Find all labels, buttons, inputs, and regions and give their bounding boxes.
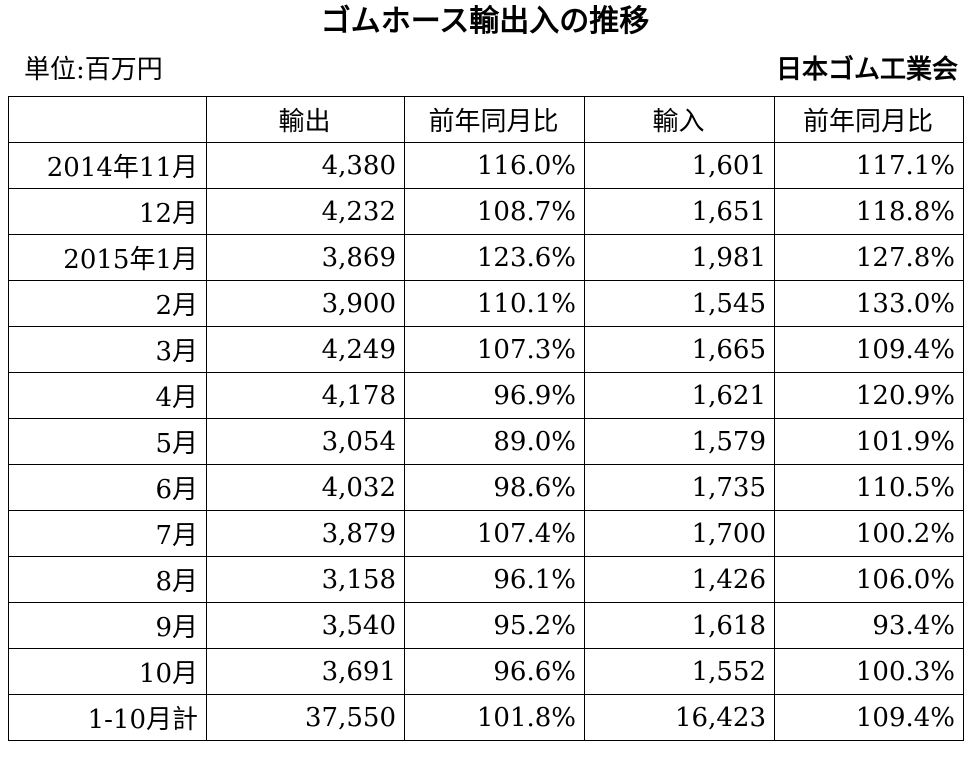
table-cell: 1,426 (584, 556, 775, 603)
table-cell: 3,540 (206, 602, 405, 649)
table-cell: 118.8% (774, 188, 964, 235)
table-cell: 93.4% (774, 602, 964, 649)
table-cell: 4,032 (206, 464, 405, 511)
table-cell: 4,232 (206, 188, 405, 235)
source-label: 日本ゴム工業会 (775, 55, 958, 85)
row-label: 8月 (8, 556, 207, 603)
table-cell: 4,178 (206, 372, 405, 419)
table-cell: 16,423 (584, 694, 775, 741)
row-label: 12月 (8, 188, 207, 235)
table-cell: 117.1% (774, 142, 964, 189)
table-cell: 109.4% (774, 694, 964, 741)
table-cell: 1,981 (584, 234, 775, 281)
table-cell: 1,735 (584, 464, 775, 511)
table-row: 3月 4,249 107.3% 1,665 109.4% (8, 326, 964, 373)
table-cell: 1,700 (584, 510, 775, 557)
table-row: 10月 3,691 96.6% 1,552 100.3% (8, 648, 964, 695)
table-cell: 4,249 (206, 326, 405, 373)
table-cell: 101.8% (404, 694, 585, 741)
table-cell: 1,545 (584, 280, 775, 327)
table-cell: 127.8% (774, 234, 964, 281)
table-cell: 3,158 (206, 556, 405, 603)
row-label: 2015年1月 (8, 234, 207, 281)
row-label: 4月 (8, 372, 207, 419)
table-row: 9月 3,540 95.2% 1,618 93.4% (8, 602, 964, 649)
column-header: 前年同月比 (404, 96, 585, 143)
table-row: 4月 4,178 96.9% 1,621 120.9% (8, 372, 964, 419)
table-cell: 3,869 (206, 234, 405, 281)
table-row: 1-10月計 37,550 101.8% 16,423 109.4% (8, 694, 964, 741)
table-cell: 107.4% (404, 510, 585, 557)
table-cell: 3,054 (206, 418, 405, 465)
table-cell: 3,691 (206, 648, 405, 695)
table-cell: 100.3% (774, 648, 964, 695)
table-cell: 96.1% (404, 556, 585, 603)
table-cell: 98.6% (404, 464, 585, 511)
table-row: 8月 3,158 96.1% 1,426 106.0% (8, 556, 964, 603)
table-cell: 1,651 (584, 188, 775, 235)
row-label: 2月 (8, 280, 207, 327)
table-row: 2015年1月 3,869 123.6% 1,981 127.8% (8, 234, 964, 281)
table-cell: 116.0% (404, 142, 585, 189)
column-header: 前年同月比 (774, 96, 964, 143)
table-row: 5月 3,054 89.0% 1,579 101.9% (8, 418, 964, 465)
table-row: 7月 3,879 107.4% 1,700 100.2% (8, 510, 964, 557)
table-row: 2014年11月 4,380 116.0% 1,601 117.1% (8, 142, 964, 189)
column-header: 輸出 (206, 96, 405, 143)
table-cell: 110.1% (404, 280, 585, 327)
row-label: 10月 (8, 648, 207, 695)
table-cell: 89.0% (404, 418, 585, 465)
table-row: 12月 4,232 108.7% 1,651 118.8% (8, 188, 964, 235)
table-cell: 100.2% (774, 510, 964, 557)
table-cell: 1,601 (584, 142, 775, 189)
row-label: 9月 (8, 602, 207, 649)
table-cell: 96.6% (404, 648, 585, 695)
row-label: 7月 (8, 510, 207, 557)
table-cell: 106.0% (774, 556, 964, 603)
table-cell: 133.0% (774, 280, 964, 327)
table-cell: 1,665 (584, 326, 775, 373)
table-cell: 3,879 (206, 510, 405, 557)
table-cell: 109.4% (774, 326, 964, 373)
table-cell: 95.2% (404, 602, 585, 649)
row-label: 2014年11月 (8, 142, 207, 189)
table-cell: 108.7% (404, 188, 585, 235)
table-cell: 96.9% (404, 372, 585, 419)
row-label: 6月 (8, 464, 207, 511)
table-cell: 101.9% (774, 418, 964, 465)
column-header (8, 96, 207, 143)
unit-label: 単位:百万円 (24, 55, 163, 85)
row-label: 3月 (8, 326, 207, 373)
table-cell: 107.3% (404, 326, 585, 373)
table-row: 6月 4,032 98.6% 1,735 110.5% (8, 464, 964, 511)
table-cell: 1,552 (584, 648, 775, 695)
data-table: 輸出 前年同月比 輸入 前年同月比 2014年11月 4,380 116.0% 1,601 1… (8, 96, 964, 741)
row-label: 1-10月計 (8, 694, 207, 741)
table-cell: 37,550 (206, 694, 405, 741)
table-row: 2月 3,900 110.1% 1,545 133.0% (8, 280, 964, 327)
table-cell: 123.6% (404, 234, 585, 281)
table-cell: 1,621 (584, 372, 775, 419)
table-cell: 110.5% (774, 464, 964, 511)
table-body: 2014年11月 4,380 116.0% 1,601 117.1% 12月 4,232 10… (8, 142, 964, 741)
row-label: 5月 (8, 418, 207, 465)
header-row: 輸出 前年同月比 輸入 前年同月比 (8, 96, 964, 143)
table-header: 輸出 前年同月比 輸入 前年同月比 (8, 96, 964, 143)
table-cell: 3,900 (206, 280, 405, 327)
table-cell: 1,618 (584, 602, 775, 649)
chart-title: ゴムホース輸出入の推移 (320, 4, 650, 39)
table-cell: 4,380 (206, 142, 405, 189)
table-cell: 120.9% (774, 372, 964, 419)
table-cell: 1,579 (584, 418, 775, 465)
column-header: 輸入 (584, 96, 775, 143)
